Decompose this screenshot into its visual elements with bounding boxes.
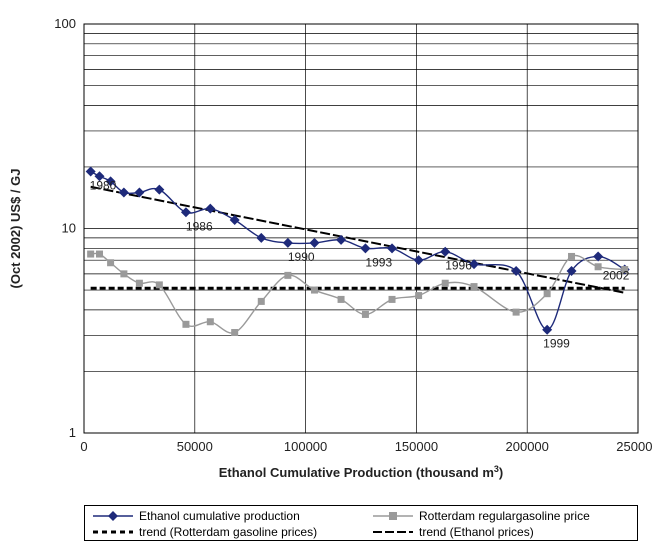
x-tick-label: 0: [80, 439, 87, 454]
legend-item-trend-ethanol: trend (Ethanol prices): [371, 524, 534, 540]
data-point-rotterdam: [135, 279, 143, 287]
x-tick-label: 200000: [506, 439, 549, 454]
data-point-ethanol: [105, 176, 116, 187]
data-point-rotterdam: [470, 283, 478, 291]
annotations: 1980 1986 1990 1993 1996 1999 2002: [90, 178, 630, 350]
x-tick-label: 50000: [177, 439, 213, 454]
square-line-icon: [373, 512, 413, 520]
data-point-ethanol: [387, 243, 398, 254]
trend-lines: [90, 185, 625, 294]
data-point-rotterdam: [337, 295, 345, 303]
data-point-ethanol: [440, 246, 451, 257]
data-point-rotterdam: [284, 271, 292, 279]
trend-line-ethanol: [90, 185, 625, 294]
year-annotation: 1980: [90, 178, 117, 192]
y-tick-label: 10: [62, 221, 76, 236]
legend-item-trend-rotterdam: trend (Rotterdam gasoline prices): [91, 524, 317, 540]
data-point-ethanol: [469, 259, 480, 270]
year-annotation: 1990: [288, 250, 315, 264]
data-point-ethanol: [85, 166, 96, 177]
legend-item-ethanol: Ethanol cumulative production: [91, 508, 300, 524]
data-point-rotterdam: [388, 295, 396, 303]
data-point-rotterdam: [441, 279, 449, 287]
data-point-rotterdam: [182, 320, 190, 328]
year-annotation: 1993: [365, 255, 392, 269]
data-point-ethanol: [360, 243, 371, 254]
data-point-rotterdam: [415, 292, 423, 300]
data-point-rotterdam: [594, 263, 602, 271]
data-point-ethanol: [229, 215, 240, 226]
data-point-ethanol: [154, 184, 165, 195]
y-tick-label: 100: [54, 16, 76, 31]
data-point-ethanol: [256, 232, 267, 243]
data-point-rotterdam: [512, 308, 520, 316]
data-point-rotterdam: [206, 318, 214, 326]
data-point-ethanol: [309, 237, 320, 248]
data-point-rotterdam: [155, 281, 163, 289]
data-point-ethanol: [94, 171, 105, 182]
legend-label: Ethanol cumulative production: [139, 509, 300, 523]
data-point-rotterdam: [257, 297, 265, 305]
data-point-ethanol: [336, 234, 347, 245]
data-point-rotterdam: [107, 259, 115, 267]
data-point-ethanol: [511, 265, 522, 276]
y-axis: 1 10 100: [54, 16, 76, 440]
data-point-ethanol: [282, 237, 293, 248]
data-point-ethanol: [134, 187, 145, 198]
data-point-rotterdam: [96, 250, 104, 258]
chart: 0 50000 100000 150000 200000 250000 1 10 100 19…: [8, 16, 652, 480]
year-annotation: 1999: [543, 337, 570, 351]
year-annotation: 1986: [186, 219, 213, 233]
data-point-rotterdam: [87, 250, 95, 258]
data-point-ethanol: [413, 255, 424, 266]
data-point-rotterdam: [310, 286, 318, 294]
x-tick-label: 100000: [284, 439, 327, 454]
data-point-ethanol: [205, 203, 216, 214]
data-point-rotterdam: [231, 329, 239, 337]
y-tick-label: 1: [69, 425, 76, 440]
data-point-ethanol: [593, 251, 604, 262]
x-axis: 0 50000 100000 150000 200000 250000: [80, 439, 652, 454]
gridlines: [83, 24, 639, 433]
dotted-line-icon: [93, 530, 133, 534]
year-annotation: 2002: [603, 269, 630, 283]
legend-item-rotterdam: Rotterdam regulargasoline price: [371, 508, 590, 524]
data-point-ethanol: [118, 187, 129, 198]
legend-label: trend (Ethanol prices): [419, 525, 534, 539]
x-tick-label: 250000: [616, 439, 652, 454]
data-point-ethanol: [180, 207, 191, 218]
legend-label: trend (Rotterdam gasoline prices): [139, 525, 318, 539]
plot-area: [83, 23, 639, 434]
series-line-ethanol: [90, 170, 626, 331]
diamond-line-icon: [93, 511, 133, 521]
data-point-rotterdam: [568, 252, 576, 260]
data-point-rotterdam: [120, 270, 128, 278]
legend-label: Rotterdam regulargasoline price: [419, 509, 590, 523]
dashed-line-icon: [373, 531, 413, 533]
data-point-rotterdam: [621, 266, 629, 274]
legend: Ethanol cumulative production Rotterdam …: [84, 505, 638, 541]
x-tick-label: 150000: [395, 439, 438, 454]
series-group: [85, 166, 630, 337]
x-axis-label: Ethanol Cumulative Production (thousand …: [219, 464, 504, 480]
data-point-rotterdam: [543, 290, 551, 298]
data-point-ethanol: [566, 265, 577, 276]
data-point-ethanol: [542, 324, 553, 335]
data-point-rotterdam: [361, 310, 369, 318]
year-annotation: 1996: [445, 259, 472, 273]
y-axis-label: (Oct 2002) US$ / GJ: [8, 169, 23, 289]
